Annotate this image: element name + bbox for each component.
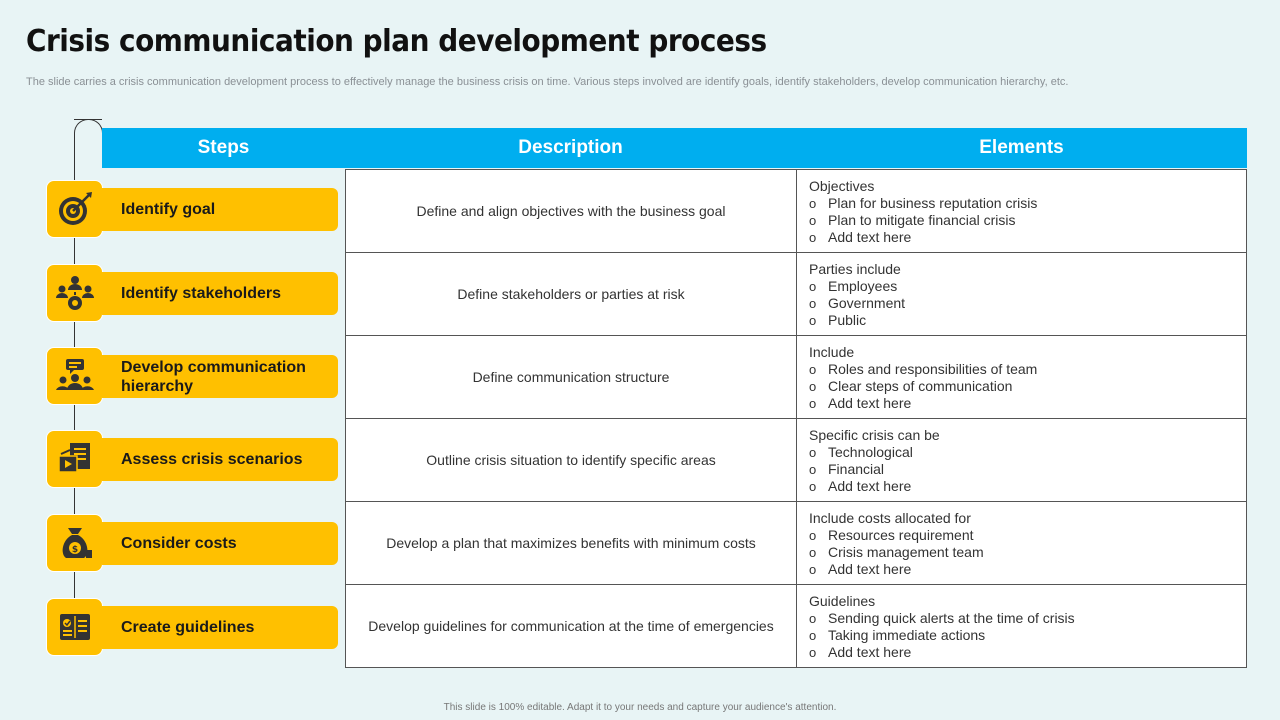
table-row: Outline crisis situation to identify spe…	[346, 418, 1246, 501]
elements-cell: Objectives Plan for business reputation …	[797, 170, 1246, 252]
elements-cell: Parties include Employees Government Pub…	[797, 253, 1246, 335]
element-item: Add text here	[809, 561, 1234, 578]
element-item: Financial	[809, 461, 1234, 478]
header-description: Description	[518, 137, 623, 158]
table-header: Steps Description Elements	[102, 128, 1247, 168]
header-steps: Steps	[197, 137, 250, 158]
description-cell: Develop a plan that maximizes benefits w…	[346, 502, 797, 584]
target-icon	[46, 180, 103, 238]
table-row: Develop a plan that maximizes benefits w…	[346, 501, 1246, 584]
element-item: Add text here	[809, 644, 1234, 661]
elements-title: Include	[809, 344, 855, 360]
money-bag-icon: $	[46, 514, 103, 572]
element-item: Taking immediate actions	[809, 627, 1234, 644]
table-row: Define stakeholders or parties at risk P…	[346, 252, 1246, 335]
elements-cell: Include Roles and responsibilities of te…	[797, 336, 1246, 418]
step-label: Develop communication hierarchy	[102, 355, 338, 398]
description-cell: Define stakeholders or parties at risk	[346, 253, 797, 335]
element-item: Crisis management team	[809, 544, 1234, 561]
element-item: Resources requirement	[809, 527, 1234, 544]
slide-title: Crisis communication plan development pr…	[26, 24, 767, 59]
description-cell: Define communication structure	[346, 336, 797, 418]
elements-cell: Guidelines Sending quick alerts at the t…	[797, 585, 1246, 667]
step-label: Consider costs	[102, 522, 338, 565]
guidelines-book-icon	[46, 598, 103, 656]
process-table: Define and align objectives with the bus…	[345, 169, 1247, 668]
element-item: Government	[809, 295, 1234, 312]
header-elements: Elements	[979, 137, 1064, 158]
element-item: Technological	[809, 444, 1234, 461]
element-item: Add text here	[809, 229, 1234, 246]
element-item: Clear steps of communication	[809, 378, 1234, 395]
step-label: Assess crisis scenarios	[102, 438, 338, 481]
table-row: Define and align objectives with the bus…	[346, 169, 1246, 252]
step-label: Create guidelines	[102, 606, 338, 649]
elements-title: Include costs allocated for	[809, 510, 971, 526]
team-communication-icon	[46, 347, 103, 405]
presentation-icon	[46, 430, 103, 488]
table-row: Define communication structure Include R…	[346, 335, 1246, 418]
description-cell: Develop guidelines for communication at …	[346, 585, 797, 667]
stakeholders-icon	[46, 264, 103, 322]
slide-subtitle: The slide carries a crisis communication…	[26, 76, 1069, 88]
elements-cell: Include costs allocated for Resources re…	[797, 502, 1246, 584]
elements-title: Parties include	[809, 261, 901, 277]
element-item: Sending quick alerts at the time of cris…	[809, 610, 1234, 627]
table-row: Develop guidelines for communication at …	[346, 584, 1246, 667]
description-cell: Define and align objectives with the bus…	[346, 170, 797, 252]
element-item: Plan to mitigate financial crisis	[809, 212, 1234, 229]
elements-cell: Specific crisis can be Technological Fin…	[797, 419, 1246, 501]
step-label: Identify stakeholders	[102, 272, 338, 315]
description-cell: Outline crisis situation to identify spe…	[346, 419, 797, 501]
svg-text:$: $	[71, 545, 77, 555]
element-item: Roles and responsibilities of team	[809, 361, 1234, 378]
element-item: Add text here	[809, 478, 1234, 495]
element-item: Public	[809, 312, 1234, 329]
elements-title: Specific crisis can be	[809, 427, 940, 443]
element-item: Employees	[809, 278, 1234, 295]
element-item: Plan for business reputation crisis	[809, 195, 1234, 212]
slide-footer: This slide is 100% editable. Adapt it to…	[443, 702, 837, 713]
elements-title: Objectives	[809, 178, 875, 194]
element-item: Add text here	[809, 395, 1234, 412]
elements-title: Guidelines	[809, 593, 876, 609]
step-label: Identify goal	[102, 188, 338, 231]
